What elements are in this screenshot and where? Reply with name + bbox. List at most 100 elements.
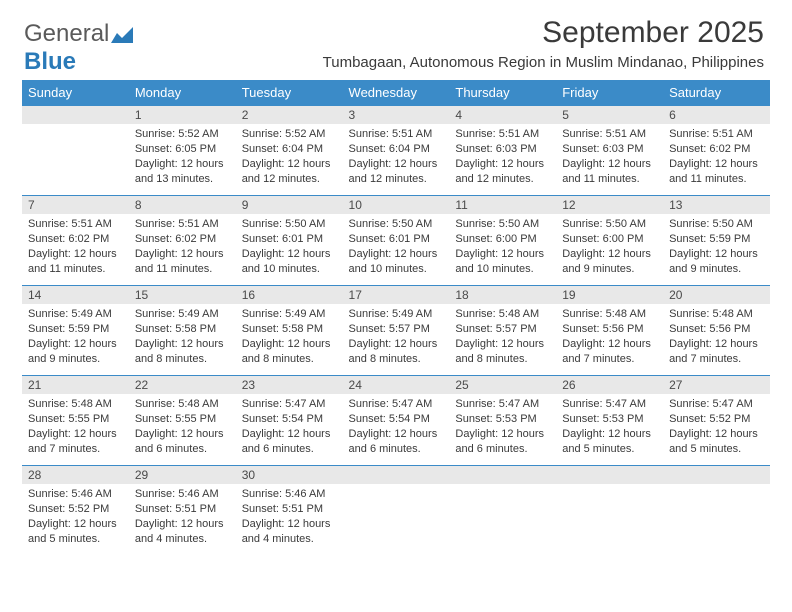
calendar-cell	[449, 466, 556, 556]
day-info: Sunrise: 5:46 AMSunset: 5:51 PMDaylight:…	[129, 484, 236, 552]
calendar-cell	[343, 466, 450, 556]
day-info: Sunrise: 5:51 AMSunset: 6:02 PMDaylight:…	[129, 214, 236, 282]
calendar-cell: 29Sunrise: 5:46 AMSunset: 5:51 PMDayligh…	[129, 466, 236, 556]
calendar-cell: 11Sunrise: 5:50 AMSunset: 6:00 PMDayligh…	[449, 196, 556, 286]
sunset-text: Sunset: 6:03 PM	[455, 142, 550, 157]
day-number: 24	[343, 376, 450, 394]
day-info: Sunrise: 5:49 AMSunset: 5:58 PMDaylight:…	[236, 304, 343, 372]
daylight-text: Daylight: 12 hours and 4 minutes.	[242, 517, 337, 547]
sunset-text: Sunset: 5:55 PM	[28, 412, 123, 427]
sunrise-text: Sunrise: 5:47 AM	[562, 397, 657, 412]
col-monday: Monday	[129, 80, 236, 106]
sunset-text: Sunset: 5:56 PM	[669, 322, 764, 337]
logo-text-general: General	[24, 20, 109, 47]
day-number	[556, 466, 663, 484]
sunset-text: Sunset: 5:53 PM	[562, 412, 657, 427]
day-info: Sunrise: 5:47 AMSunset: 5:54 PMDaylight:…	[236, 394, 343, 462]
sunrise-text: Sunrise: 5:47 AM	[669, 397, 764, 412]
day-info: Sunrise: 5:50 AMSunset: 6:01 PMDaylight:…	[343, 214, 450, 282]
day-number	[22, 106, 129, 124]
daylight-text: Daylight: 12 hours and 10 minutes.	[455, 247, 550, 277]
sunrise-text: Sunrise: 5:50 AM	[455, 217, 550, 232]
sunrise-text: Sunrise: 5:50 AM	[349, 217, 444, 232]
daylight-text: Daylight: 12 hours and 12 minutes.	[242, 157, 337, 187]
day-info: Sunrise: 5:48 AMSunset: 5:55 PMDaylight:…	[22, 394, 129, 462]
day-info: Sunrise: 5:52 AMSunset: 6:04 PMDaylight:…	[236, 124, 343, 192]
calendar-cell: 27Sunrise: 5:47 AMSunset: 5:52 PMDayligh…	[663, 376, 770, 466]
sunset-text: Sunset: 5:58 PM	[242, 322, 337, 337]
day-number: 2	[236, 106, 343, 124]
calendar-week: 7Sunrise: 5:51 AMSunset: 6:02 PMDaylight…	[22, 196, 770, 286]
sunset-text: Sunset: 5:58 PM	[135, 322, 230, 337]
sunset-text: Sunset: 6:02 PM	[669, 142, 764, 157]
day-info: Sunrise: 5:51 AMSunset: 6:02 PMDaylight:…	[22, 214, 129, 282]
sunrise-text: Sunrise: 5:51 AM	[455, 127, 550, 142]
calendar-cell	[663, 466, 770, 556]
daylight-text: Daylight: 12 hours and 12 minutes.	[349, 157, 444, 187]
day-info: Sunrise: 5:48 AMSunset: 5:55 PMDaylight:…	[129, 394, 236, 462]
day-number: 12	[556, 196, 663, 214]
daylight-text: Daylight: 12 hours and 9 minutes.	[28, 337, 123, 367]
calendar-cell: 24Sunrise: 5:47 AMSunset: 5:54 PMDayligh…	[343, 376, 450, 466]
col-tuesday: Tuesday	[236, 80, 343, 106]
sunset-text: Sunset: 5:54 PM	[242, 412, 337, 427]
daylight-text: Daylight: 12 hours and 8 minutes.	[242, 337, 337, 367]
day-info: Sunrise: 5:50 AMSunset: 6:01 PMDaylight:…	[236, 214, 343, 282]
sunset-text: Sunset: 5:54 PM	[349, 412, 444, 427]
day-info: Sunrise: 5:51 AMSunset: 6:04 PMDaylight:…	[343, 124, 450, 192]
day-info: Sunrise: 5:46 AMSunset: 5:51 PMDaylight:…	[236, 484, 343, 552]
day-info: Sunrise: 5:48 AMSunset: 5:57 PMDaylight:…	[449, 304, 556, 372]
day-number: 9	[236, 196, 343, 214]
daylight-text: Daylight: 12 hours and 9 minutes.	[669, 247, 764, 277]
page-title: September 2025	[542, 16, 764, 50]
logo-chart-icon	[111, 27, 133, 43]
calendar-cell: 22Sunrise: 5:48 AMSunset: 5:55 PMDayligh…	[129, 376, 236, 466]
sunrise-text: Sunrise: 5:48 AM	[28, 397, 123, 412]
day-number: 13	[663, 196, 770, 214]
calendar-cell: 13Sunrise: 5:50 AMSunset: 5:59 PMDayligh…	[663, 196, 770, 286]
day-info: Sunrise: 5:47 AMSunset: 5:53 PMDaylight:…	[449, 394, 556, 462]
sunrise-text: Sunrise: 5:49 AM	[28, 307, 123, 322]
sunset-text: Sunset: 6:04 PM	[349, 142, 444, 157]
daylight-text: Daylight: 12 hours and 9 minutes.	[562, 247, 657, 277]
day-info: Sunrise: 5:47 AMSunset: 5:54 PMDaylight:…	[343, 394, 450, 462]
day-info: Sunrise: 5:48 AMSunset: 5:56 PMDaylight:…	[663, 304, 770, 372]
day-number: 8	[129, 196, 236, 214]
sunrise-text: Sunrise: 5:48 AM	[669, 307, 764, 322]
sunset-text: Sunset: 6:02 PM	[28, 232, 123, 247]
day-number: 26	[556, 376, 663, 394]
calendar-week: 21Sunrise: 5:48 AMSunset: 5:55 PMDayligh…	[22, 376, 770, 466]
sunset-text: Sunset: 5:59 PM	[669, 232, 764, 247]
calendar-cell: 8Sunrise: 5:51 AMSunset: 6:02 PMDaylight…	[129, 196, 236, 286]
sunrise-text: Sunrise: 5:49 AM	[242, 307, 337, 322]
daylight-text: Daylight: 12 hours and 7 minutes.	[669, 337, 764, 367]
day-info: Sunrise: 5:48 AMSunset: 5:56 PMDaylight:…	[556, 304, 663, 372]
day-info: Sunrise: 5:52 AMSunset: 6:05 PMDaylight:…	[129, 124, 236, 192]
day-number: 27	[663, 376, 770, 394]
day-number	[449, 466, 556, 484]
sunset-text: Sunset: 6:05 PM	[135, 142, 230, 157]
calendar-cell	[22, 106, 129, 196]
sunrise-text: Sunrise: 5:46 AM	[242, 487, 337, 502]
daylight-text: Daylight: 12 hours and 5 minutes.	[562, 427, 657, 457]
day-info: Sunrise: 5:49 AMSunset: 5:59 PMDaylight:…	[22, 304, 129, 372]
calendar-cell: 3Sunrise: 5:51 AMSunset: 6:04 PMDaylight…	[343, 106, 450, 196]
calendar-cell	[556, 466, 663, 556]
calendar-week: 28Sunrise: 5:46 AMSunset: 5:52 PMDayligh…	[22, 466, 770, 556]
day-number: 4	[449, 106, 556, 124]
col-sunday: Sunday	[22, 80, 129, 106]
day-info: Sunrise: 5:47 AMSunset: 5:52 PMDaylight:…	[663, 394, 770, 462]
day-info: Sunrise: 5:50 AMSunset: 5:59 PMDaylight:…	[663, 214, 770, 282]
sunrise-text: Sunrise: 5:51 AM	[135, 217, 230, 232]
sunrise-text: Sunrise: 5:51 AM	[562, 127, 657, 142]
sunset-text: Sunset: 5:56 PM	[562, 322, 657, 337]
day-number: 23	[236, 376, 343, 394]
day-info: Sunrise: 5:47 AMSunset: 5:53 PMDaylight:…	[556, 394, 663, 462]
daylight-text: Daylight: 12 hours and 11 minutes.	[562, 157, 657, 187]
calendar-cell: 10Sunrise: 5:50 AMSunset: 6:01 PMDayligh…	[343, 196, 450, 286]
sunrise-text: Sunrise: 5:48 AM	[135, 397, 230, 412]
day-number	[663, 466, 770, 484]
daylight-text: Daylight: 12 hours and 6 minutes.	[349, 427, 444, 457]
daylight-text: Daylight: 12 hours and 8 minutes.	[455, 337, 550, 367]
calendar-table: Sunday Monday Tuesday Wednesday Thursday…	[22, 80, 770, 556]
